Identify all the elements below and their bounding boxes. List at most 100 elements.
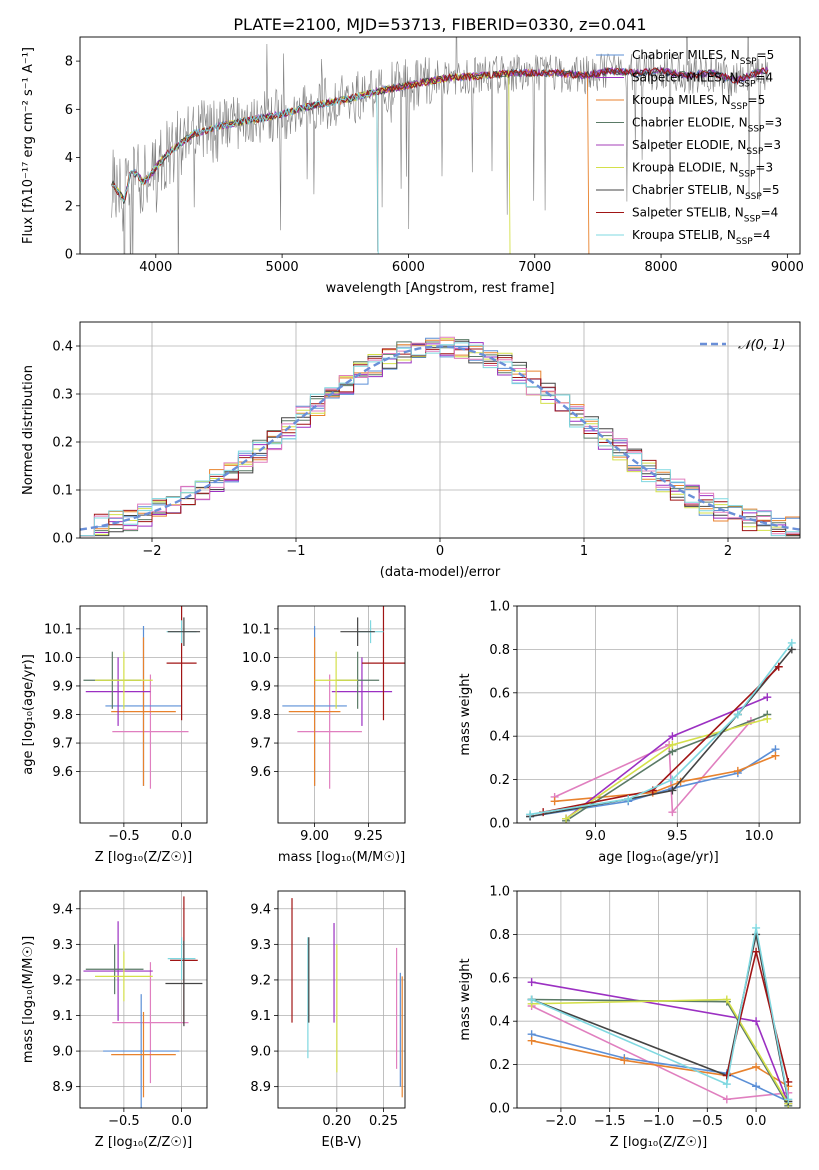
y-tick-label: 1.0	[489, 885, 510, 900]
y-tick-label: 9.0	[250, 1045, 271, 1060]
y-tick-label: 0.3	[52, 388, 73, 403]
spectrum-plot-area	[111, 37, 769, 254]
x-tick-label: 0.0	[746, 1114, 767, 1129]
x-axis-label: mass [log₁₀(M/M☉)]	[278, 850, 405, 865]
y-tick-label: 8.9	[250, 1080, 271, 1095]
x-tick-label: 6000	[392, 260, 425, 275]
residuals-panel: −2 −1 0 1 2 0.0 0.1 0.2 0.3 0.4 (data-model)/error…	[21, 321, 801, 580]
x-tick-label: 9.0	[585, 829, 606, 844]
mass-vs-ebv-panel-plot-area	[291, 898, 403, 1098]
y-tick-label: 9.8	[52, 708, 73, 723]
y-tick-label: 0.0	[489, 817, 510, 832]
figure-title: PLATE=2100, MJD=53713, FIBERID=0330, z=0…	[233, 15, 646, 34]
y-tick-label: 0.2	[489, 773, 510, 788]
axes-frame	[277, 890, 406, 1109]
y-tick-label: 0.4	[52, 340, 73, 355]
data-point-marker	[752, 923, 761, 932]
x-axis-label: E(B-V)	[321, 1135, 361, 1150]
data-point-marker	[668, 786, 677, 795]
age-vs-metallicity-panel: −0.5 0.0 9.6 9.7 9.8 9.9 10.0 10.1 Z [log₁₀(Z/Z☉…	[21, 605, 208, 865]
data-point-marker	[722, 1080, 731, 1089]
data-point-marker	[733, 766, 742, 775]
y-tick-label: 0.0	[489, 1102, 510, 1117]
y-tick-label: 9.0	[52, 1045, 73, 1060]
x-tick-label: 4000	[139, 260, 172, 275]
axes-frame	[516, 890, 801, 1109]
x-tick-label: −2.0	[545, 1114, 577, 1129]
residuals-plot-area	[80, 336, 800, 537]
mass-weight-vs-metallicity-panel-plot-area	[527, 923, 793, 1108]
data-point-marker	[722, 1095, 731, 1104]
model-spectrum-line	[111, 88, 379, 254]
x-tick-label: 5000	[266, 260, 299, 275]
normal-reference-curve	[80, 345, 800, 531]
data-point-marker	[733, 710, 742, 719]
y-tick-label: 0.0	[52, 532, 73, 547]
y-tick-label: 0.6	[489, 971, 510, 986]
y-tick-label: 9.3	[52, 938, 73, 953]
x-tick-label: −0.5	[108, 829, 140, 844]
mass-weight-vs-age-panel: 9.0 9.5 10.0 0.0 0.2 0.4 0.6 0.8 1.0 age [log₁₀(a…	[458, 600, 801, 865]
data-point-marker	[550, 797, 559, 806]
y-tick-label: 9.1	[52, 1009, 73, 1024]
mass-vs-metallicity-panel: −0.5 0.0 8.9 9.0 9.1 9.2 9.3 9.4 Z [log₁₀(Z/Z☉)]…	[21, 890, 208, 1150]
y-tick-label: 1.0	[489, 600, 510, 615]
x-tick-label: 9.5	[667, 829, 688, 844]
data-point-marker	[787, 638, 796, 647]
x-axis-label: Z [log₁₀(Z/Z☉)]	[95, 850, 192, 865]
x-tick-label: 0.20	[322, 1114, 351, 1129]
y-tick-label: 9.6	[52, 765, 73, 780]
x-axis-label: wavelength [Angstrom, rest frame]	[326, 281, 555, 296]
y-tick-label: 8.9	[52, 1080, 73, 1095]
y-tick-label: 10.1	[242, 622, 271, 637]
age-vs-metallicity-panel-plot-area	[83, 606, 201, 789]
mass-weight-series-line	[554, 720, 752, 815]
legend-label: 𝒩(0, 1)	[738, 338, 785, 353]
data-point-marker	[562, 814, 571, 823]
x-axis-label: Z [log₁₀(Z/Z☉)]	[95, 1135, 192, 1150]
data-point-marker	[722, 995, 731, 1004]
data-point-marker	[722, 1071, 731, 1080]
age-vs-mass-panel-plot-area	[282, 606, 405, 789]
y-axis-label: age [log₁₀(age/yr)]	[21, 654, 36, 775]
data-point-marker	[763, 714, 772, 723]
x-tick-label: −1.5	[594, 1114, 626, 1129]
y-tick-label: 2	[65, 199, 73, 214]
mass-vs-ebv-panel: 0.20 0.25 8.9 9.0 9.1 9.2 9.3 9.4 E(B-V)	[250, 890, 406, 1150]
data-point-marker	[527, 995, 536, 1004]
data-point-marker	[752, 1082, 761, 1091]
y-tick-label: 9.3	[250, 938, 271, 953]
x-tick-label: −0.5	[692, 1114, 724, 1129]
y-tick-label: 9.7	[52, 737, 73, 752]
data-point-marker	[668, 808, 677, 817]
x-axis-label: (data-model)/error	[380, 565, 501, 580]
y-tick-label: 6	[65, 103, 73, 118]
x-axis-label: age [log₁₀(age/yr)]	[598, 850, 719, 865]
y-tick-label: 0.2	[489, 1058, 510, 1073]
data-point-marker	[668, 732, 677, 741]
y-tick-label: 9.6	[250, 765, 271, 780]
y-tick-label: 4	[65, 151, 73, 166]
y-tick-label: 10.0	[242, 651, 271, 666]
data-point-marker	[527, 978, 536, 987]
data-point-marker	[668, 775, 677, 784]
axes-frame	[79, 605, 208, 824]
y-tick-label: 0.4	[489, 1015, 510, 1030]
data-point-marker	[752, 947, 761, 956]
y-tick-label: 0.8	[489, 928, 510, 943]
x-tick-label: 10.0	[745, 829, 774, 844]
data-point-marker	[784, 1095, 793, 1104]
x-tick-label: 1	[580, 544, 588, 559]
age-vs-mass-panel: 9.00 9.25 9.6 9.7 9.8 9.9 10.0 10.1 mass [log₁₀(…	[242, 605, 406, 865]
x-tick-label: 8000	[645, 260, 678, 275]
y-tick-label: 10.1	[44, 622, 73, 637]
data-point-marker	[526, 810, 535, 819]
x-tick-label: −1	[286, 544, 305, 559]
y-tick-label: 9.9	[52, 679, 73, 694]
y-tick-label: 9.4	[250, 902, 271, 917]
mass-weight-vs-age-panel-plot-area	[526, 638, 796, 823]
spectrum-panel: 4000 5000 6000 7000 8000 9000 0 2 4 6 8 wavelength …	[21, 36, 804, 296]
x-tick-label: −0.5	[108, 1114, 140, 1129]
axes-frame	[79, 321, 801, 539]
